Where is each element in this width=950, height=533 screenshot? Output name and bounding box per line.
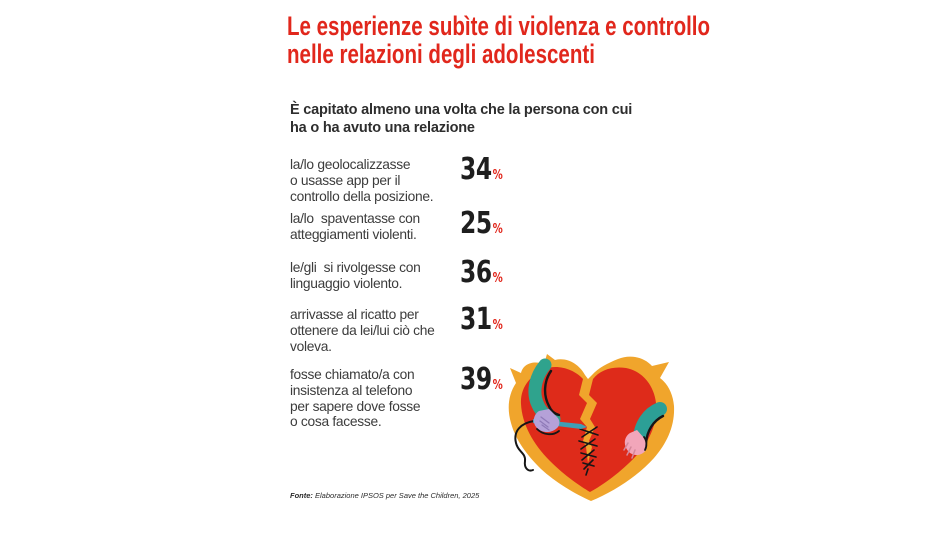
stat-value: 25% bbox=[460, 206, 503, 241]
stat-label: la/lo geolocalizzasse o usasse app per i… bbox=[290, 157, 434, 204]
stat-label: le/gli si rivolgesse con linguaggio viol… bbox=[290, 260, 421, 291]
stat-row-linguaggio-violento: le/gli si rivolgesse con linguaggio viol… bbox=[290, 255, 560, 292]
stat-number: 25 bbox=[460, 206, 492, 241]
percent-sign: % bbox=[492, 168, 503, 183]
left-hand-shadow bbox=[536, 428, 560, 436]
title-line-1: Le esperienze subìte di violenza e contr… bbox=[287, 11, 711, 41]
stat-row-ricatto: arrivasse al ricatto per ottenere da lei… bbox=[290, 302, 560, 354]
stat-value: 34% bbox=[460, 152, 503, 187]
percent-sign: % bbox=[492, 318, 503, 333]
heart-red-broken bbox=[520, 367, 657, 492]
chart-subtitle: È capitato almeno una volta che la perso… bbox=[290, 102, 633, 136]
left-hand-fingers bbox=[539, 416, 550, 431]
stat-row-spaventare: la/lo spaventasse con atteggiamenti viol… bbox=[290, 206, 560, 243]
stat-value: 39% bbox=[460, 362, 503, 397]
percent-sign: % bbox=[492, 378, 503, 393]
stat-number: 34 bbox=[460, 152, 492, 187]
percent-sign: % bbox=[492, 222, 503, 237]
right-hand-shadow bbox=[643, 436, 648, 451]
page-title: Le esperienze subìte di violenza e contr… bbox=[287, 12, 710, 68]
stat-row-geolocalizzazione: la/lo geolocalizzasse o usasse app per i… bbox=[290, 152, 560, 204]
right-hand-fingers bbox=[623, 442, 636, 459]
percent-sign: % bbox=[492, 271, 503, 286]
stat-label: la/lo spaventasse con atteggiamenti viol… bbox=[290, 211, 420, 242]
left-sleeve-outline bbox=[543, 369, 561, 417]
stat-number: 31 bbox=[460, 302, 492, 337]
stat-label: fosse chiamato/a con insistenza al telef… bbox=[290, 367, 421, 430]
source-prefix: Fonte: bbox=[290, 491, 313, 500]
broken-heart-illustration bbox=[508, 354, 675, 501]
source-text: Elaborazione IPSOS per Save the Children… bbox=[315, 491, 480, 500]
stat-row-telefonate-insistenti: fosse chiamato/a con insistenza al telef… bbox=[290, 362, 560, 430]
stat-value: 31% bbox=[460, 302, 503, 337]
stat-number: 39 bbox=[460, 362, 492, 397]
source-note: Fonte: Elaborazione IPSOS per Save the C… bbox=[290, 491, 479, 500]
stat-label: arrivasse al ricatto per ottenere da lei… bbox=[290, 307, 435, 354]
stitches bbox=[578, 426, 599, 476]
stat-value: 36% bbox=[460, 255, 503, 290]
title-line-2: nelle relazioni degli adolescenti bbox=[287, 39, 595, 69]
stat-number: 36 bbox=[460, 255, 492, 290]
thread bbox=[514, 420, 535, 472]
